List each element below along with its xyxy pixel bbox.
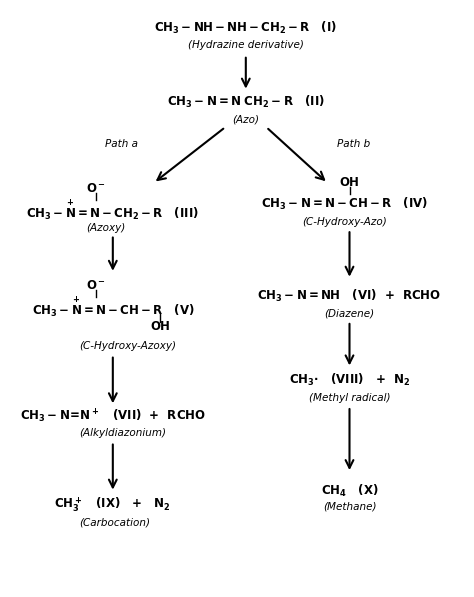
Text: (C-Hydroxy-Azo): (C-Hydroxy-Azo) <box>302 217 387 227</box>
Text: $\mathbf{CH_3^+}$   $\mathbf{(IX)}$   $\mathbf{+}$   $\mathbf{N_2}$: $\mathbf{CH_3^+}$ $\mathbf{(IX)}$ $\math… <box>55 495 171 514</box>
Text: $\mathbf{CH_3 - N = NH}$   $\mathbf{(VI)}$  $\mathbf{+}$  $\mathbf{RCHO}$: $\mathbf{CH_3 - N = NH}$ $\mathbf{(VI)}$… <box>257 288 442 304</box>
Text: $\mathbf{O^-}$: $\mathbf{O^-}$ <box>86 279 106 292</box>
Text: (Diazene): (Diazene) <box>324 308 374 318</box>
Text: (Azoxy): (Azoxy) <box>86 223 125 232</box>
Text: $\mathbf{CH_3 - N = N \ CH_2 - R}$   $\mathbf{(II)}$: $\mathbf{CH_3 - N = N \ CH_2 - R}$ $\mat… <box>167 94 325 110</box>
Text: Path a: Path a <box>105 139 138 149</box>
Text: $\mathbf{OH}$: $\mathbf{OH}$ <box>339 176 360 189</box>
Text: $\mathbf{CH_3{\bullet}}$   $\mathbf{(VIII)}$   $\mathbf{+}$  $\mathbf{N_2}$: $\mathbf{CH_3{\bullet}}$ $\mathbf{(VIII)… <box>289 372 410 388</box>
Text: (Methane): (Methane) <box>323 501 376 512</box>
Text: (C-Hydroxy-Azoxy): (C-Hydroxy-Azoxy) <box>79 341 176 351</box>
Text: (Azo): (Azo) <box>232 114 259 124</box>
Text: (Hydrazine derivative): (Hydrazine derivative) <box>188 41 304 50</box>
Text: (Alkyldiazonium): (Alkyldiazonium) <box>79 429 166 438</box>
Text: $\mathbf{CH_4}$   $\mathbf{(X)}$: $\mathbf{CH_4}$ $\mathbf{(X)}$ <box>320 482 378 498</box>
Text: $\mathbf{CH_3 - \overset{+}{N} = N - CH - R}$   $\mathbf{(V)}$: $\mathbf{CH_3 - \overset{+}{N} = N - CH … <box>31 296 194 319</box>
Text: Path b: Path b <box>337 139 371 149</box>
Text: $\mathbf{CH_3 - N = N - CH - R}$   $\mathbf{(IV)}$: $\mathbf{CH_3 - N = N - CH - R}$ $\mathb… <box>262 196 428 212</box>
Text: (Carbocation): (Carbocation) <box>79 517 150 527</box>
Text: $\mathbf{CH_3 - N \!=\! N^+}$   $\mathbf{(VII)}$  $\mathbf{+}$  $\mathbf{RCHO}$: $\mathbf{CH_3 - N \!=\! N^+}$ $\mathbf{(… <box>20 408 206 426</box>
Text: $\mathbf{OH}$: $\mathbf{OH}$ <box>150 321 171 333</box>
Text: $\mathbf{O^-}$: $\mathbf{O^-}$ <box>86 182 106 195</box>
Text: $\mathbf{CH_3 - NH - NH - CH_2 - R}$   $\mathbf{(I)}$: $\mathbf{CH_3 - NH - NH - CH_2 - R}$ $\m… <box>155 20 337 36</box>
Text: (Methyl radical): (Methyl radical) <box>309 393 390 403</box>
Text: $\mathbf{CH_3 - \overset{+}{N} = N - CH_2 - R}$   $\mathbf{(III)}$: $\mathbf{CH_3 - \overset{+}{N} = N - CH_… <box>27 198 199 221</box>
